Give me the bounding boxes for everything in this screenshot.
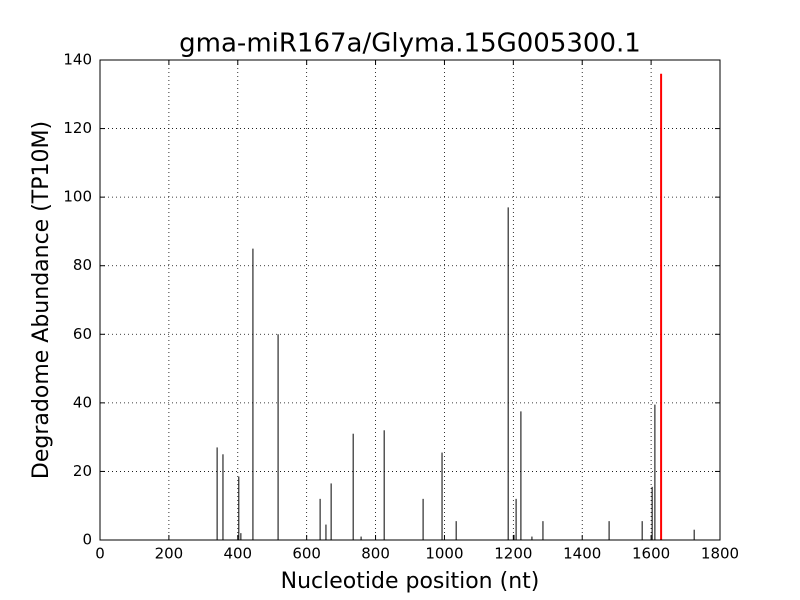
y-tick-label: 100 <box>63 188 92 206</box>
x-tick-label: 800 <box>361 545 390 563</box>
y-tick-label: 0 <box>82 531 92 549</box>
y-tick-label: 120 <box>63 119 92 137</box>
y-axis-label: Degradome Abundance (TP10M) <box>29 121 54 479</box>
x-tick-label: 1000 <box>425 545 463 563</box>
x-tick-label: 600 <box>292 545 321 563</box>
y-tick-label: 20 <box>73 462 92 480</box>
x-tick-label: 0 <box>95 545 105 563</box>
x-tick-label: 1400 <box>563 545 601 563</box>
y-tick-label: 80 <box>73 256 92 274</box>
x-tick-label: 1200 <box>494 545 532 563</box>
plot-frame <box>99 59 721 541</box>
y-tick-label: 140 <box>63 51 92 69</box>
x-axis-label: Nucleotide position (nt) <box>281 569 540 594</box>
y-tick-label: 40 <box>73 393 92 411</box>
x-tick-label: 200 <box>155 545 184 563</box>
chart-title: gma-miR167a/Glyma.15G005300.1 <box>179 29 641 59</box>
x-tick-label: 1800 <box>701 545 739 563</box>
y-tick-label: 60 <box>73 325 92 343</box>
x-tick-label: 400 <box>223 545 252 563</box>
x-tick-label: 1600 <box>632 545 670 563</box>
